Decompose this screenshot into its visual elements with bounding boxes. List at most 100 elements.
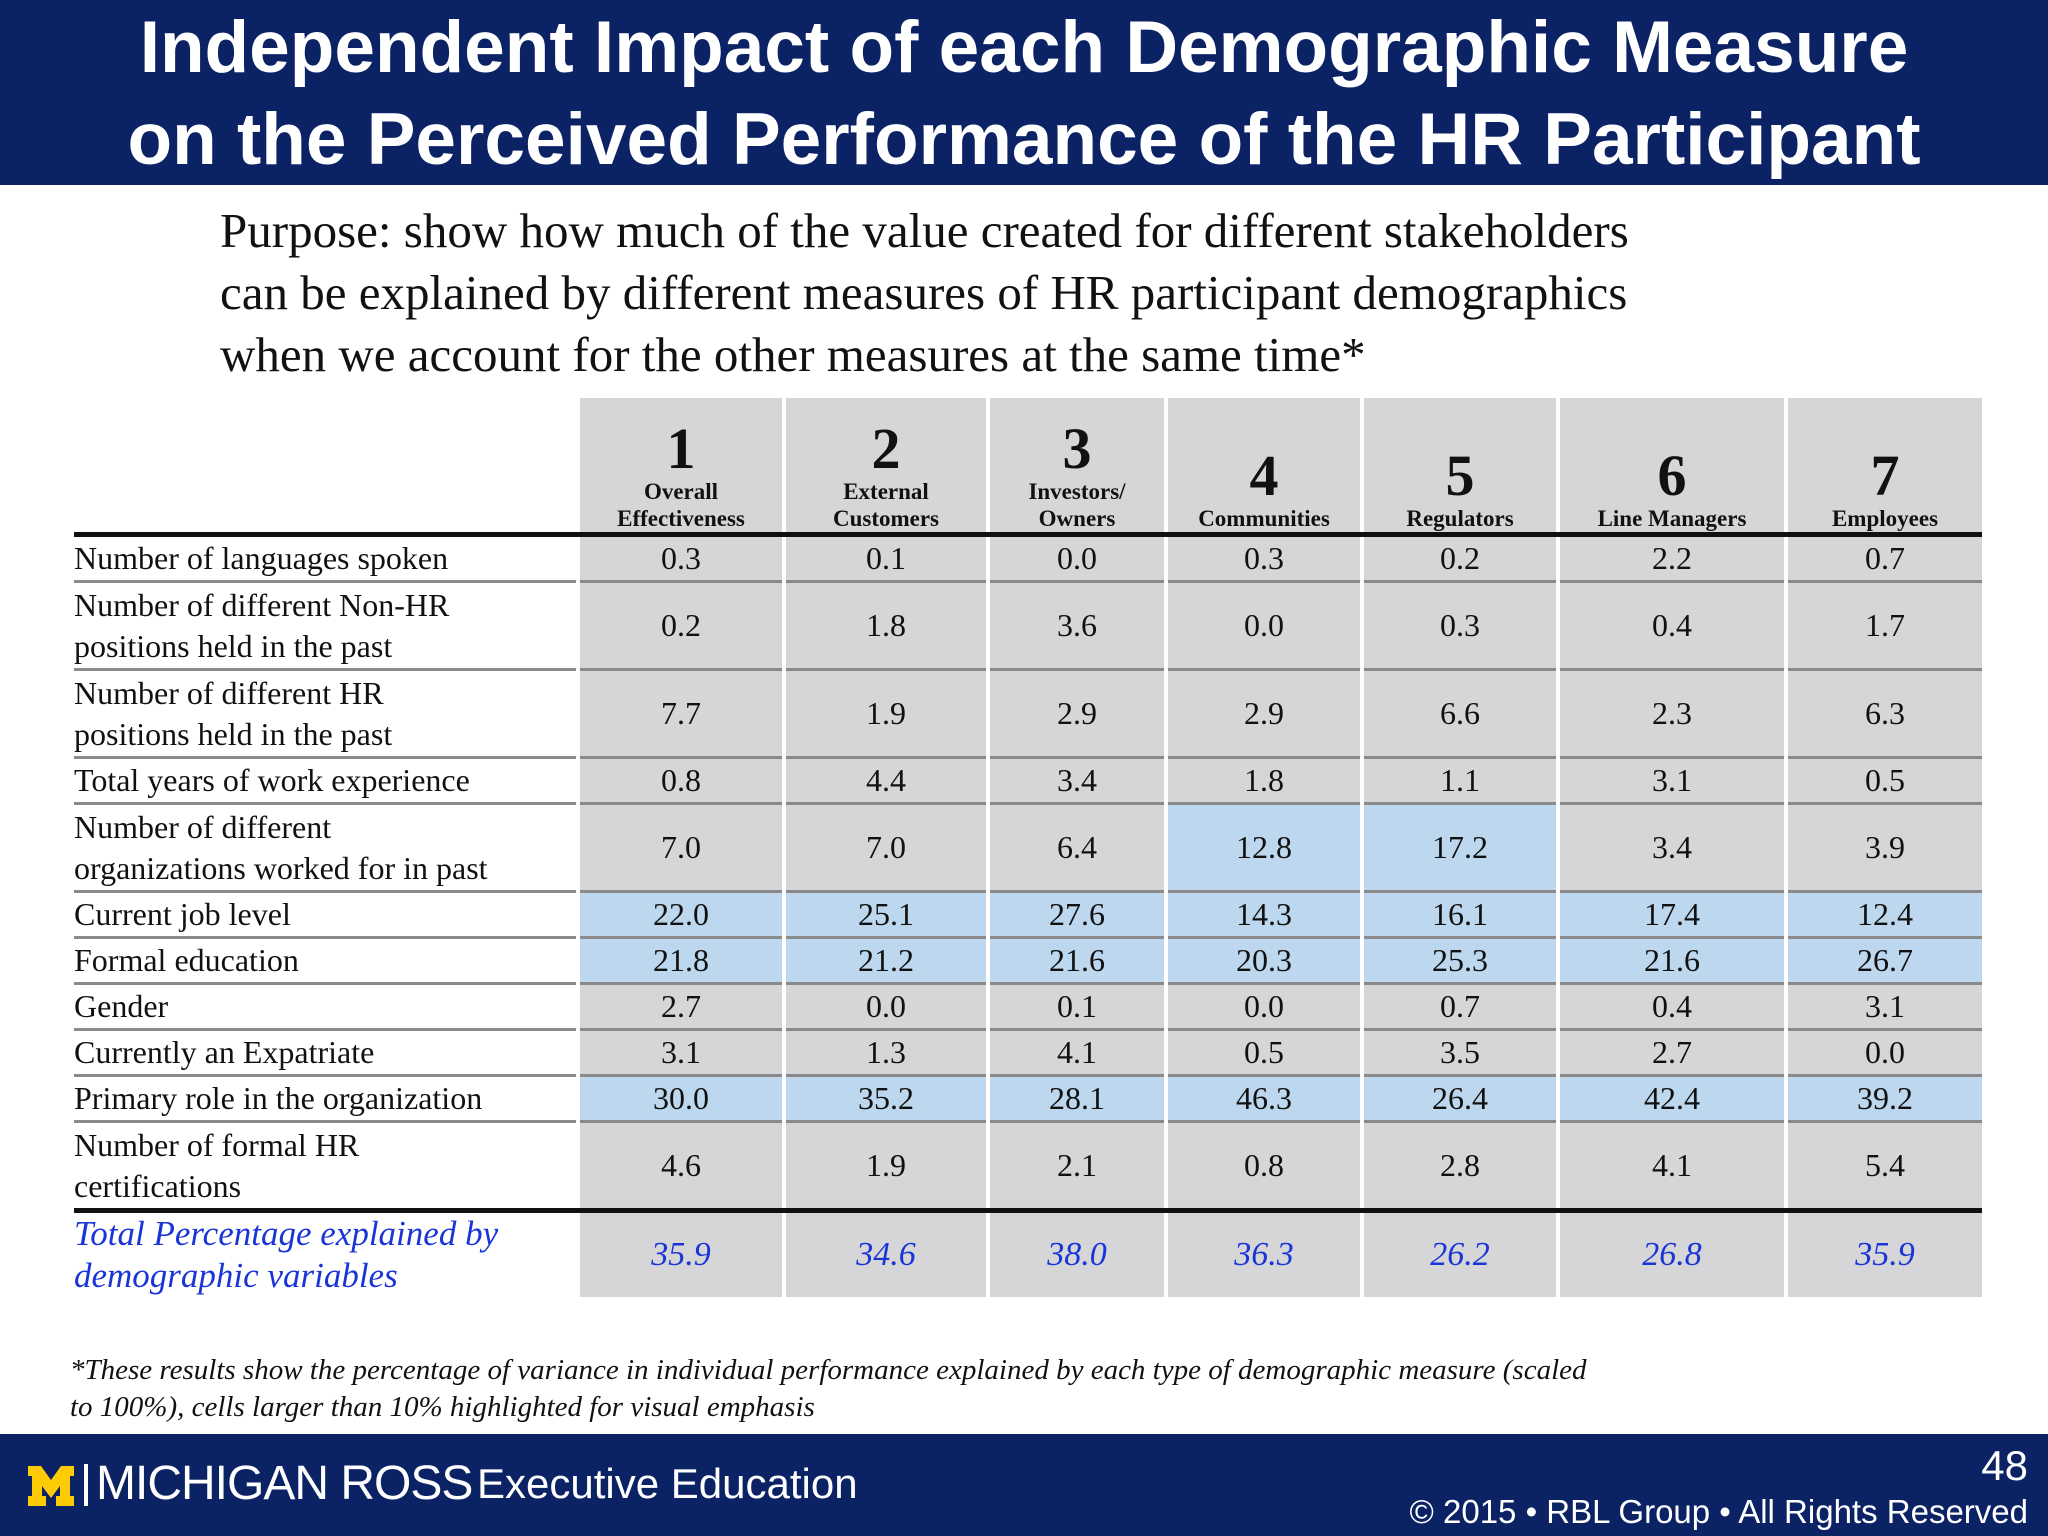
purpose-line-1: Purpose: show how much of the value crea… xyxy=(220,203,1629,258)
value-cell: 0.7 xyxy=(1784,534,1982,583)
logo-divider xyxy=(84,1464,88,1506)
row-label-line: Formal education xyxy=(74,942,299,978)
column-number: 5 xyxy=(1445,443,1475,508)
value-cell: 3.1 xyxy=(1556,757,1786,805)
column-header-3: 3 Investors/ Owners xyxy=(986,398,1166,537)
value-cell: 7.7 xyxy=(576,669,784,759)
column-header-4: 4 Communities xyxy=(1164,398,1362,537)
row-label: Primary role in the organization xyxy=(74,1075,578,1123)
purpose-line-2: can be explained by different measures o… xyxy=(220,265,1628,320)
column-header-6: 6 Line Managers xyxy=(1556,398,1786,537)
table-row: Total years of work experience 0.8 4.4 3.4 1… xyxy=(74,757,1982,805)
row-label: Formal education xyxy=(74,937,578,985)
value-cell: 21.6 xyxy=(1556,937,1786,985)
value-cell: 3.6 xyxy=(986,581,1166,671)
value-cell: 26.7 xyxy=(1784,937,1982,985)
results-table: 1 Overall Effectiveness 2 External Custo… xyxy=(74,398,1982,1297)
total-cell: 35.9 xyxy=(1784,1210,1982,1297)
row-label-line: positions held in the past xyxy=(74,715,393,752)
row-label-line: Number of formal HR xyxy=(74,1126,360,1163)
column-header-7: 7 Employees xyxy=(1784,398,1982,537)
title-line-1: Independent Impact of each Demographic M… xyxy=(139,7,1909,88)
value-cell: 0.0 xyxy=(986,534,1166,583)
value-cell: 0.0 xyxy=(1164,581,1362,671)
value-cell: 0.2 xyxy=(576,581,784,671)
value-cell: 6.4 xyxy=(986,803,1166,893)
value-cell: 0.8 xyxy=(576,757,784,805)
footnote-line-1: *These results show the percentage of va… xyxy=(70,1354,1587,1386)
row-label: Currently an Expatriate xyxy=(74,1029,578,1077)
value-cell: 2.7 xyxy=(1556,1029,1786,1077)
column-label: Owners xyxy=(1038,506,1116,531)
row-label: Number of languages spoken xyxy=(74,534,578,583)
column-number: 2 xyxy=(871,416,901,481)
table-body: Number of languages spoken 0.3 0.1 0.0 0.3 0.… xyxy=(74,534,1982,1298)
value-cell: 22.0 xyxy=(576,891,784,939)
total-row-label: Total Percentage explained by demographic… xyxy=(74,1211,578,1298)
value-cell: 35.2 xyxy=(782,1075,988,1123)
column-label: Overall xyxy=(643,479,719,504)
value-cell: 17.2 xyxy=(1360,803,1558,893)
copyright-notice: © 2015 • RBL Group • All Rights Reserved xyxy=(1409,1493,2029,1530)
value-cell: 14.3 xyxy=(1164,891,1362,939)
value-cell: 21.8 xyxy=(576,937,784,985)
table-row: Primary role in the organization 30.0 35.2… xyxy=(74,1075,1982,1123)
row-label: Number of different Non-HR positions held… xyxy=(74,581,578,671)
slide-title: Independent Impact of each Demographic M… xyxy=(0,0,2048,185)
value-cell: 0.0 xyxy=(1164,983,1362,1031)
row-label-line: organizations worked for in past xyxy=(74,849,488,886)
value-cell: 1.9 xyxy=(782,1121,988,1213)
program-name: Executive Education xyxy=(477,1460,858,1507)
value-cell: 7.0 xyxy=(576,803,784,893)
total-cell: 36.3 xyxy=(1164,1210,1362,1297)
value-cell: 0.4 xyxy=(1556,581,1786,671)
footer-bar: MICHIGAN ROSS Executive Education 48 © 2… xyxy=(0,1434,2048,1536)
row-label-line: demographic variables xyxy=(74,1256,398,1295)
value-cell: 0.4 xyxy=(1556,983,1786,1031)
total-row: Total Percentage explained by demographic… xyxy=(74,1210,1982,1298)
column-number: 1 xyxy=(666,416,696,481)
row-label-line: Currently an Expatriate xyxy=(74,1034,375,1070)
total-cell: 26.2 xyxy=(1360,1210,1558,1297)
row-label-line: certifications xyxy=(74,1167,242,1204)
row-label: Current job level xyxy=(74,891,578,939)
value-cell: 3.1 xyxy=(1784,983,1982,1031)
row-label: Gender xyxy=(74,983,578,1031)
value-cell: 26.4 xyxy=(1360,1075,1558,1123)
page-number: 48 xyxy=(1981,1442,2028,1489)
value-cell: 1.3 xyxy=(782,1029,988,1077)
value-cell: 3.9 xyxy=(1784,803,1982,893)
column-label: Communities xyxy=(1198,506,1330,531)
value-cell: 42.4 xyxy=(1556,1075,1786,1123)
block-m-icon xyxy=(28,1466,74,1506)
column-header-1: 1 Overall Effectiveness xyxy=(576,398,784,537)
purpose-statement: Purpose: show how much of the value crea… xyxy=(220,200,1920,386)
table-row: Number of different HR positions held in … xyxy=(74,669,1982,759)
value-cell: 46.3 xyxy=(1164,1075,1362,1123)
total-cell: 35.9 xyxy=(576,1210,784,1297)
value-cell: 0.2 xyxy=(1360,534,1558,583)
total-cell: 26.8 xyxy=(1556,1210,1786,1297)
column-label: Effectiveness xyxy=(617,506,745,531)
value-cell: 39.2 xyxy=(1784,1075,1982,1123)
table-row: Number of different Non-HR positions held… xyxy=(74,581,1982,671)
value-cell: 25.1 xyxy=(782,891,988,939)
table-row: Number of languages spoken 0.3 0.1 0.0 0.3 0.… xyxy=(74,534,1982,583)
row-label-line: Primary role in the organization xyxy=(74,1080,483,1116)
row-label: Number of formal HR certifications xyxy=(74,1121,578,1213)
value-cell: 3.4 xyxy=(1556,803,1786,893)
value-cell: 6.6 xyxy=(1360,669,1558,759)
row-label-line: Number of different xyxy=(74,808,332,845)
value-cell: 0.1 xyxy=(782,534,988,583)
header-row: 1 Overall Effectiveness 2 External Custo… xyxy=(74,398,1982,537)
value-cell: 2.3 xyxy=(1556,669,1786,759)
column-label: Line Managers xyxy=(1597,506,1747,531)
value-cell: 28.1 xyxy=(986,1075,1166,1123)
value-cell: 25.3 xyxy=(1360,937,1558,985)
value-cell: 2.9 xyxy=(986,669,1166,759)
value-cell: 3.4 xyxy=(986,757,1166,805)
value-cell: 2.1 xyxy=(986,1121,1166,1213)
value-cell: 21.2 xyxy=(782,937,988,985)
value-cell: 12.4 xyxy=(1784,891,1982,939)
value-cell: 1.8 xyxy=(1164,757,1362,805)
